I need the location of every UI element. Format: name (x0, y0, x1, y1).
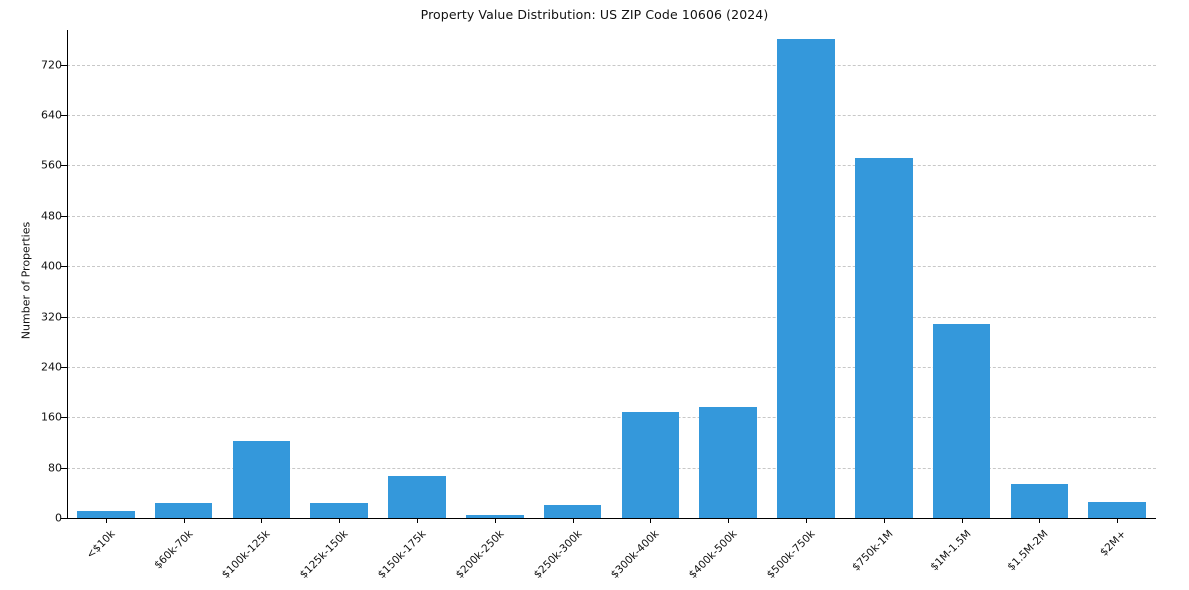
y-axis-tick-mark (61, 518, 67, 519)
y-axis-tick-label: 0 (55, 511, 62, 525)
x-axis-tick-mark (105, 518, 107, 523)
y-axis-tick-mark (61, 215, 67, 217)
bar (466, 514, 524, 518)
x-axis-tick-mark (261, 518, 263, 523)
y-axis-line (67, 30, 69, 518)
x-axis-tick-mark (1117, 518, 1119, 523)
gridline (67, 165, 1156, 167)
bar (310, 502, 369, 518)
gridline (67, 467, 1156, 469)
gridline (67, 64, 1156, 66)
y-axis-tick-label: 480 (41, 209, 62, 223)
y-axis-tick-label: 560 (41, 158, 62, 172)
plot-background (67, 30, 1156, 518)
x-axis-tick-mark (1039, 518, 1041, 523)
x-axis-tick-mark (572, 518, 574, 523)
gridline (67, 115, 1156, 116)
bar (932, 324, 991, 518)
y-axis-title: Number of Properties (19, 221, 33, 340)
bar (388, 476, 446, 518)
bar (1010, 484, 1069, 518)
bar (854, 157, 913, 518)
bar (777, 39, 835, 518)
y-axis-tick-mark (61, 417, 67, 419)
gridline (67, 266, 1156, 268)
x-axis-tick-mark (339, 518, 341, 523)
bar (232, 440, 291, 518)
bar (1088, 502, 1146, 518)
x-axis-tick-label: <$10k (84, 528, 118, 562)
x-axis-tick-mark (183, 518, 185, 523)
bar (699, 407, 757, 518)
chart-title: Property Value Distribution: US ZIP Code… (420, 7, 769, 22)
y-axis-tick-label: 640 (41, 108, 62, 122)
gridline (67, 417, 1156, 419)
x-axis-tick-mark (728, 518, 730, 523)
y-axis-tick-mark (61, 366, 67, 368)
plot-area (67, 30, 1156, 518)
y-axis-tick-label: 720 (41, 58, 62, 72)
bar (77, 511, 135, 518)
x-axis-tick-mark (961, 518, 963, 523)
y-axis-tick-label: 240 (41, 360, 62, 374)
y-axis-tick-label: 80 (48, 461, 62, 475)
y-axis-tick-mark (61, 316, 67, 318)
gridline (67, 366, 1156, 368)
x-axis-tick-mark (805, 518, 807, 523)
bar (543, 504, 602, 518)
y-axis-tick-label: 160 (41, 410, 62, 424)
y-axis-tick-label: 320 (41, 310, 62, 323)
gridline (67, 316, 1156, 318)
x-axis-tick-mark (883, 518, 885, 523)
y-axis-tick-mark (61, 115, 67, 116)
y-axis-tick-mark (61, 64, 67, 66)
bar (621, 412, 680, 518)
y-axis-tick-label: 400 (41, 259, 62, 273)
x-axis-tick-mark (417, 518, 419, 523)
y-axis-tick-mark (61, 165, 67, 167)
y-axis-tick-mark (61, 467, 67, 469)
x-axis-line (67, 517, 1156, 519)
x-axis-tick-mark (650, 518, 652, 523)
bar (154, 502, 213, 518)
x-axis-tick-mark (494, 518, 496, 523)
y-axis-tick-mark (61, 266, 67, 268)
gridline (67, 215, 1156, 217)
